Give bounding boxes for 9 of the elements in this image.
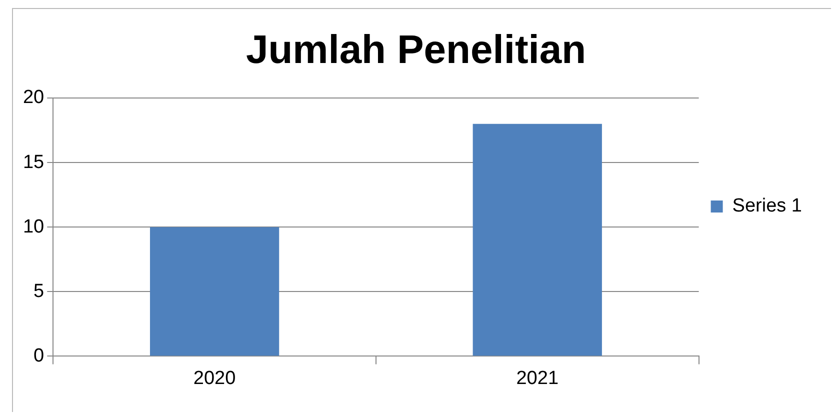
x-tick-label: 2021 [516, 368, 559, 389]
legend-label: Series 1 [732, 196, 802, 217]
y-tick-label: 5 [34, 280, 44, 302]
chart-title: Jumlah Penelitian [246, 28, 586, 72]
x-tick-label: 2020 [193, 368, 236, 389]
y-tick-label: 15 [22, 152, 44, 173]
y-tick-label: 20 [22, 87, 44, 108]
y-tick-label: 10 [22, 216, 44, 238]
y-tick-label: 0 [34, 345, 44, 366]
